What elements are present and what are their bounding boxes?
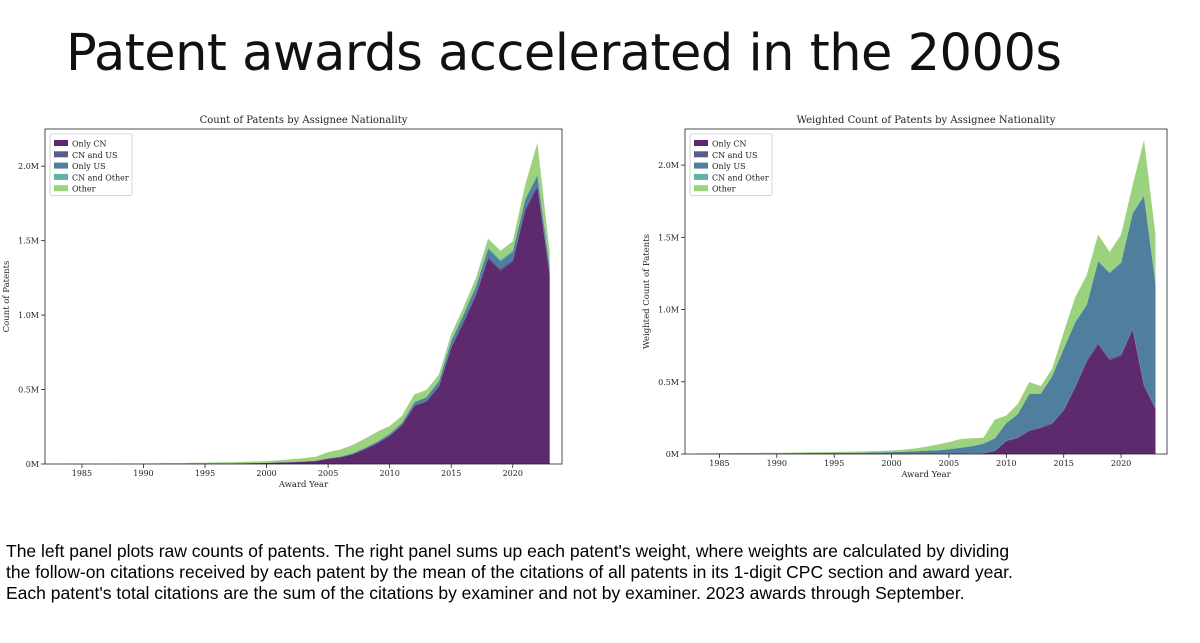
right-legend-swatch-only-cn: [694, 140, 708, 146]
right-ytick-label: 2.0M: [658, 161, 679, 170]
left-xtick-label: 2000: [256, 469, 276, 478]
chart-count-of-patents: Count of Patents by Assignee Nationality…: [2, 115, 563, 490]
left-legend-label-only-cn: Only CN: [72, 140, 106, 149]
left-ytick-label: 2.0M: [18, 162, 39, 171]
right-xtick-label: 1985: [709, 459, 729, 468]
left-xtick-label: 2005: [318, 469, 338, 478]
left-area-only-cn: [57, 187, 550, 464]
right-legend-label-cn-and-us: CN and US: [712, 151, 757, 160]
right-legend-swatch-cn-and-other: [694, 173, 708, 180]
right-legend-box: [689, 133, 773, 196]
right-xtick-label: 2015: [1054, 459, 1074, 468]
left-legend-swatch-only-us: [54, 162, 68, 169]
left-xtick-label: 2015: [441, 469, 461, 478]
left-legend-swatch-cn-and-other: [54, 173, 68, 180]
right-ytick-label: 0M: [666, 450, 679, 459]
right-xtick-label: 2005: [939, 459, 959, 468]
right-legend: Only CN CN and US Only US CN and Other Other: [689, 133, 773, 196]
left-frame: [44, 128, 563, 465]
left-xtick-label: 1990: [133, 469, 153, 478]
caption-line-3: Each patent's total citations are the su…: [6, 583, 965, 603]
right-legend-swatch-cn-and-us: [694, 151, 708, 158]
left-legend-swatch-only-cn: [54, 140, 68, 146]
left-ytick-label: 0.5M: [18, 386, 39, 395]
right-xtick-label: 1995: [824, 459, 844, 468]
left-legend-label-cn-and-other: CN and Other: [72, 173, 129, 182]
left-legend-box: [49, 133, 133, 196]
right-legend-label-cn-and-other: CN and Other: [712, 173, 769, 182]
left-title: Count of Patents by Assignee Nationality: [200, 115, 408, 126]
left-ylabel: Count of Patents: [2, 261, 12, 333]
caption-line-1: The left panel plots raw counts of paten…: [6, 541, 1010, 561]
left-ytick-label: 1.0M: [18, 311, 39, 320]
right-xlabel: Award Year: [900, 470, 951, 478]
caption: The left panel plots raw counts of paten…: [6, 541, 1196, 604]
caption-line-2: the follow-on citations received by each…: [6, 562, 1013, 582]
left-legend-label-only-us: Only US: [72, 162, 106, 171]
right-legend-label-only-us: Only US: [712, 162, 746, 171]
right-title: Weighted Count of Patents by Assignee Na…: [797, 115, 1056, 126]
left-legend-swatch-cn-and-us: [54, 151, 68, 158]
left-xtick-label: 1995: [195, 469, 215, 478]
right-xtick-label: 2000: [881, 459, 901, 468]
right-ylabel: Weighted Count of Patents: [642, 234, 652, 349]
left-xtick-label: 2010: [379, 469, 399, 478]
right-area-only-cn: [696, 329, 1156, 454]
right-frame: [684, 128, 1168, 455]
chart-weighted-count-of-patents: Weighted Count of Patents by Assignee Na…: [642, 115, 1168, 478]
left-ytick-label: 1.5M: [18, 237, 39, 246]
slide-title: Patent awards accelerated in the 2000s: [66, 24, 1062, 83]
left-legend: Only CN CN and US Only US CN and Other Other: [49, 133, 133, 196]
right-ytick-label: 0.5M: [658, 378, 679, 387]
right-xtick-label: 2020: [1111, 459, 1131, 468]
right-legend-swatch-other: [694, 185, 708, 192]
left-xlabel: Award Year: [278, 480, 329, 490]
left-legend-swatch-other: [54, 185, 68, 192]
right-legend-swatch-only-us: [694, 162, 708, 169]
left-legend-label-cn-and-us: CN and US: [72, 151, 117, 160]
left-legend-label-other: Other: [72, 185, 96, 194]
left-ytick-label: 0M: [26, 460, 39, 469]
right-xtick-label: 2010: [996, 459, 1016, 468]
right-ytick-label: 1.0M: [658, 306, 679, 315]
right-xtick-label: 1990: [767, 459, 787, 468]
left-xtick-label: 2020: [503, 469, 523, 478]
right-legend-label-other: Other: [712, 185, 736, 194]
left-xtick-label: 1985: [72, 469, 92, 478]
right-ytick-label: 1.5M: [658, 233, 679, 242]
right-legend-label-only-cn: Only CN: [712, 140, 746, 149]
